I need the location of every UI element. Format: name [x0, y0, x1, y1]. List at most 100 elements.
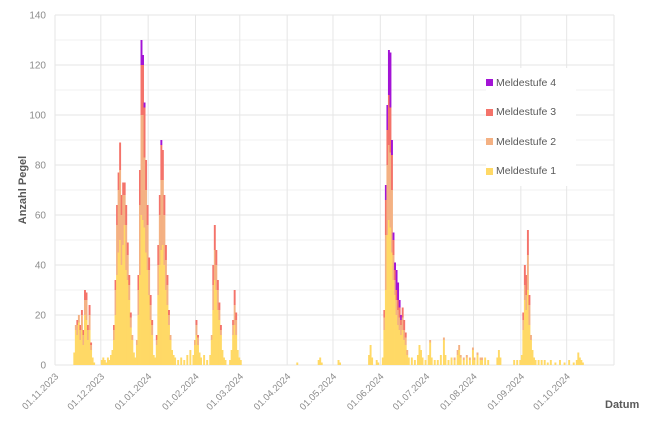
bar-segment: [113, 325, 115, 330]
bar-segment: [161, 180, 164, 245]
bar-segment: [164, 290, 167, 365]
x-tick-label: 01.04.2024: [252, 371, 293, 412]
bar-segment: [114, 280, 117, 290]
bar-segment: [559, 360, 561, 365]
bar-segment: [516, 360, 519, 365]
legend-label: Meldestufe 2: [496, 135, 557, 148]
bar-segment: [125, 225, 128, 270]
legend-swatch-icon: [486, 108, 493, 116]
legend-swatch-icon: [486, 167, 493, 175]
bar-segment: [143, 227, 146, 365]
bar-segment: [577, 352, 580, 365]
bar-segment: [148, 295, 151, 365]
bar-segment: [82, 335, 85, 345]
bar-segment: [218, 320, 221, 365]
bar-segment: [164, 260, 167, 290]
bar-segment: [320, 362, 323, 365]
bar-segment: [105, 362, 108, 365]
bar-segment: [526, 230, 529, 255]
bar-segment: [481, 357, 484, 360]
bar-segment: [155, 340, 158, 345]
bar-segment: [397, 310, 400, 325]
bar-segment: [129, 327, 132, 365]
bar-segment: [497, 350, 500, 365]
bar-segment: [192, 355, 195, 365]
bar-segment: [235, 312, 238, 320]
bar-segment: [337, 360, 340, 365]
bar-segment: [172, 355, 175, 365]
bar-segment: [90, 345, 93, 350]
bar-segment: [232, 325, 235, 335]
bar-segment: [401, 317, 404, 330]
bar-segment: [88, 305, 91, 315]
bar-segment: [77, 315, 80, 323]
bar-segment: [392, 255, 395, 280]
bar-segment: [468, 360, 471, 365]
bar-segment: [198, 352, 201, 365]
bar-segment: [209, 355, 212, 365]
y-tick-label: 20: [35, 311, 47, 322]
bar-segment: [296, 362, 299, 365]
bar-segment: [113, 340, 115, 365]
bar-segment: [386, 130, 389, 165]
bar-segment: [317, 360, 320, 365]
bar-segment: [116, 225, 119, 275]
bar-segment: [149, 305, 152, 320]
bar-segment: [140, 40, 143, 65]
bar-segment: [151, 335, 154, 365]
bar-segment: [397, 325, 400, 365]
bar-segment: [499, 357, 502, 365]
bar-segment: [496, 357, 499, 365]
bar-segment: [525, 310, 528, 365]
bar-segment: [236, 350, 239, 365]
bar-segment: [160, 180, 163, 250]
bar-segment: [93, 362, 96, 365]
bar-segment: [523, 300, 526, 365]
bar-segment: [413, 360, 416, 365]
y-tick-label: 80: [35, 161, 47, 172]
bar-segment: [195, 335, 198, 365]
bar-segment: [563, 362, 566, 365]
bar-segment: [149, 320, 152, 365]
bar-segment: [513, 360, 516, 365]
bar-segment: [158, 195, 161, 215]
y-tick-label: 40: [35, 261, 47, 272]
bar-segment: [458, 350, 461, 365]
bar-segment: [128, 300, 131, 365]
bar-segment: [319, 357, 322, 365]
bar-segment: [398, 330, 401, 365]
bar-segment: [406, 350, 409, 355]
bar-segment: [88, 330, 91, 365]
bar-segment: [80, 330, 83, 365]
bar-segment: [145, 190, 148, 253]
bar-segment: [126, 255, 129, 280]
bar-segment: [76, 320, 79, 325]
bar-segment: [468, 357, 471, 360]
bar-segment: [177, 360, 180, 365]
bar-segment: [145, 160, 148, 190]
bar-segment: [459, 355, 462, 358]
bar-segment: [137, 315, 140, 365]
bar-segment: [119, 142, 122, 170]
bar-segment: [125, 270, 128, 365]
x-tick-label: 01.03.2024: [205, 371, 246, 412]
bar-segment: [123, 182, 126, 195]
bar-segment: [389, 52, 392, 108]
bar-segment: [394, 270, 396, 280]
bar-segment: [386, 235, 389, 365]
bar-segment: [195, 320, 198, 325]
bar-segment: [394, 295, 396, 365]
bar-segment: [407, 357, 410, 365]
bar-segment: [386, 165, 389, 235]
bar-segment: [398, 317, 401, 330]
legend: Meldestufe 4 Meldestufe 3 Meldestufe 2 M…: [486, 68, 576, 186]
bar-segment: [528, 325, 531, 365]
bar-segment: [387, 50, 390, 95]
bar-segment: [84, 315, 86, 365]
bar-segment: [387, 220, 390, 365]
bar-segment: [401, 330, 404, 365]
bar-segment: [410, 357, 413, 365]
bar-segment: [383, 330, 386, 365]
bar-segment: [479, 357, 482, 360]
bar-segment: [369, 345, 372, 365]
